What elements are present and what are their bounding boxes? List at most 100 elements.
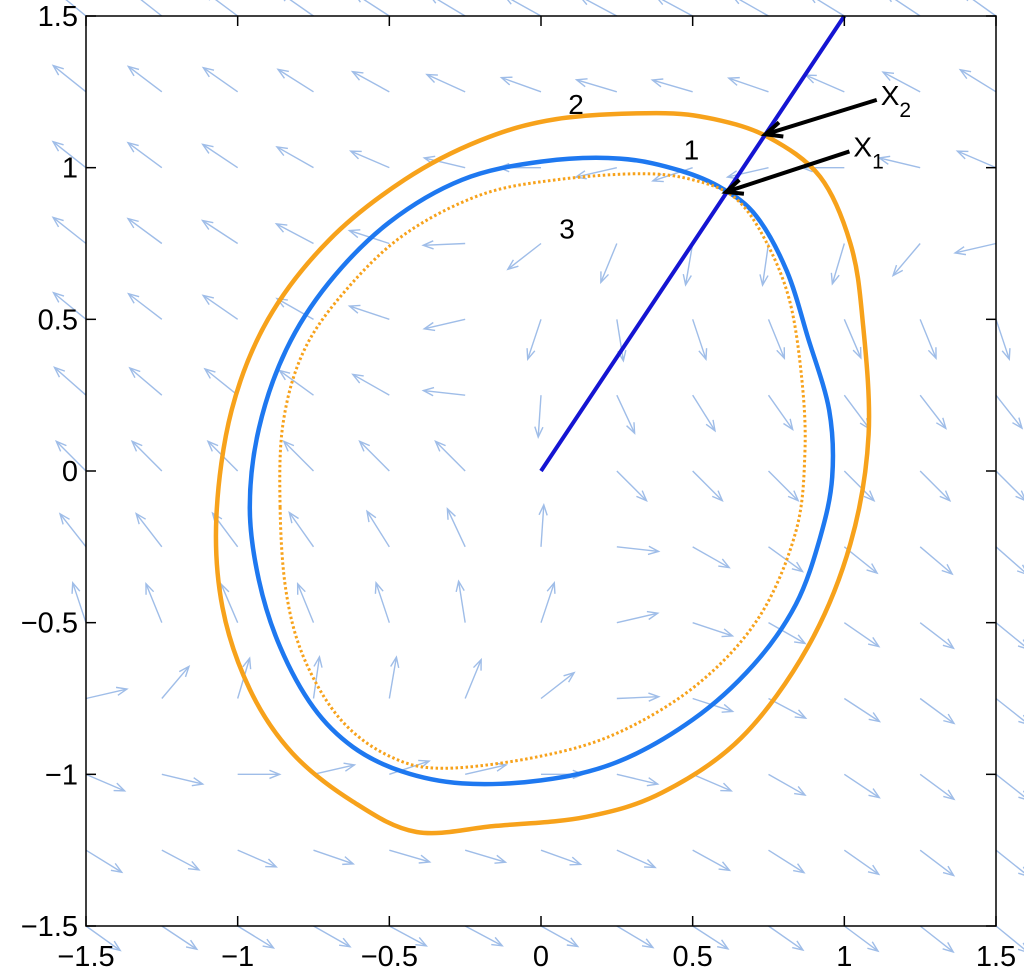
field-arrow	[540, 671, 576, 700]
field-arrow	[128, 366, 163, 396]
field-arrow	[843, 622, 881, 648]
field-arrow	[881, 71, 921, 93]
field-arrow	[995, 470, 1024, 501]
field-arrow	[277, 369, 314, 396]
field-arrow	[616, 394, 636, 435]
ray-line	[539, 14, 846, 473]
field-arrow	[51, 64, 87, 93]
field-arrow	[389, 849, 432, 864]
field-arrow	[616, 925, 655, 949]
field-arrow	[201, 143, 239, 169]
annotation-label-3: 3	[559, 213, 575, 244]
field-arrow	[161, 664, 191, 699]
field-arrow	[65, 0, 87, 17]
y-tick-label: 0.5	[38, 304, 78, 336]
field-arrow	[51, 216, 87, 245]
annotation-label-2: 2	[568, 89, 584, 120]
field-arrow	[421, 386, 466, 397]
field-arrow	[201, 294, 239, 320]
field-arrow	[464, 925, 504, 947]
field-arrow	[365, 509, 390, 548]
field-arrow	[434, 439, 466, 472]
field-arrow	[682, 243, 694, 287]
field-arrow	[534, 395, 544, 439]
field-arrow	[425, 73, 466, 93]
field-arrow	[313, 849, 355, 866]
field-arrow	[692, 546, 731, 569]
field-arrow	[812, 0, 845, 17]
field-arrow	[53, 366, 87, 396]
field-arrow	[161, 925, 199, 951]
y-tick-label: 1.5	[38, 1, 78, 33]
field-arrow	[237, 769, 282, 780]
annotation-label-X2: X2	[881, 80, 911, 122]
field-arrow	[237, 849, 278, 868]
field-arrow	[71, 581, 87, 623]
field-arrow	[727, 76, 769, 93]
field-arrow	[768, 470, 800, 503]
field-arrow	[759, 243, 770, 287]
field-arrow	[919, 925, 955, 954]
field-arrow	[877, 155, 921, 169]
annotation-subscript: 2	[899, 99, 911, 122]
field-arrow	[616, 773, 660, 787]
field-arrow	[85, 686, 129, 700]
field-arrow	[540, 581, 556, 623]
field-arrow	[312, 655, 323, 699]
field-arrow	[843, 470, 876, 503]
annotation-label-X1: X1	[853, 131, 883, 173]
axes-ticks: −1.5 −1 −0.5 0 0.5 1 1.5 1.5 1 0.5 0 −0.5 −1 −1.5	[21, 1, 1016, 972]
x-tick-label: −1	[221, 941, 254, 972]
field-arrow	[347, 304, 390, 320]
annotation-arrow	[725, 149, 851, 194]
field-arrow	[919, 622, 955, 650]
field-arrow	[358, 0, 390, 17]
field-arrow	[374, 581, 390, 623]
field-arrow	[843, 319, 862, 360]
field-arrow	[351, 373, 390, 396]
field-arrow	[651, 167, 693, 183]
field-arrow	[201, 66, 239, 93]
x-tick-label: 0.5	[673, 941, 713, 972]
field-arrow	[889, 0, 921, 17]
field-arrow	[919, 394, 947, 430]
x-tick-label: 1.5	[976, 941, 1016, 972]
field-arrow	[734, 0, 769, 17]
field-arrow	[843, 394, 871, 431]
annotation-arrowhead	[760, 120, 784, 139]
field-arrow	[85, 925, 122, 952]
field-arrow	[650, 78, 693, 93]
field-arrow	[995, 394, 1024, 430]
field-arrow	[692, 394, 717, 433]
field-arrow	[126, 65, 163, 93]
field-arrow	[540, 925, 580, 948]
field-arrow	[616, 610, 660, 624]
field-arrow	[540, 849, 583, 866]
field-arrow	[313, 762, 357, 776]
field-arrow	[296, 582, 315, 623]
field-arrow	[995, 697, 1024, 724]
field-arrow	[830, 243, 846, 286]
field-arrow	[995, 319, 1011, 361]
y-tick-label: −0.5	[21, 608, 78, 640]
field-arrow	[843, 925, 880, 953]
field-arrow	[995, 925, 1024, 952]
field-arrow	[208, 0, 239, 17]
annotation-subscript: 1	[872, 150, 884, 173]
field-arrow	[526, 319, 542, 361]
x-tick-label: −1.5	[57, 941, 114, 972]
y-tick-label: 1	[62, 153, 78, 185]
field-arrow	[574, 166, 617, 180]
field-arrow	[919, 319, 937, 360]
field-arrow	[499, 76, 542, 93]
field-arrow	[350, 70, 390, 93]
field-arrow	[275, 146, 314, 169]
field-arrow	[465, 762, 508, 776]
curve-3	[278, 172, 807, 770]
field-arrow	[276, 68, 314, 93]
field-arrow	[455, 579, 466, 623]
field-arrow	[388, 655, 400, 699]
field-arrow	[582, 0, 618, 17]
field-arrow	[506, 242, 542, 271]
y-tick-label: −1.5	[21, 911, 78, 943]
